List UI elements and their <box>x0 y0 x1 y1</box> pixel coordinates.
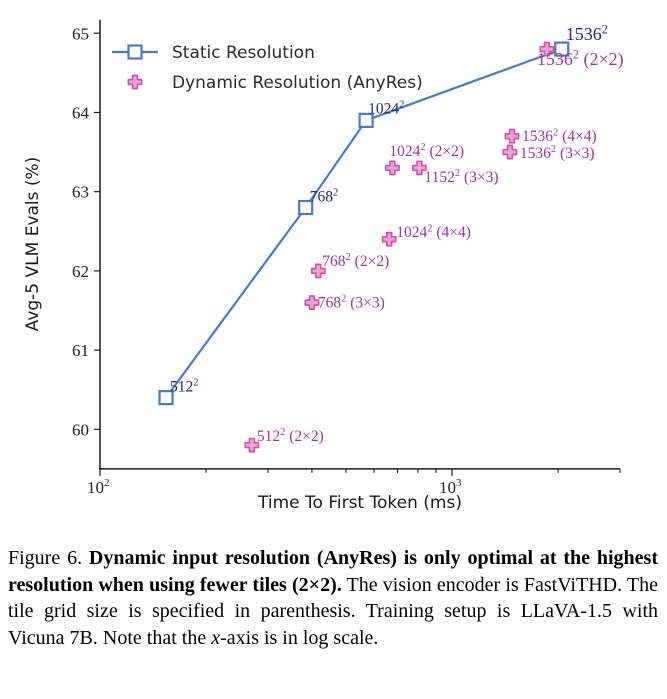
point-dynamic-label-1536-2×2: 15362 (2×2) <box>537 47 624 70</box>
figure-caption: Figure 6. Dynamic input resolution (AnyR… <box>0 533 667 651</box>
label-superscript: 2 <box>399 100 404 111</box>
label-resolution: 1536 <box>520 145 551 162</box>
y-tick-label: 64 <box>72 103 90 122</box>
label-superscript: 2 <box>553 127 558 138</box>
point-dynamic-1152-3×3 <box>411 160 427 176</box>
label-resolution: 1152 <box>424 169 454 186</box>
label-superscript: 2 <box>455 168 460 179</box>
label-resolution: 1024 <box>389 143 420 160</box>
y-tick-label: 61 <box>72 341 89 360</box>
label-tiles: (2×2) <box>351 253 389 270</box>
point-dynamic-512-2×2 <box>244 437 260 453</box>
label-tiles: (4×4) <box>558 128 596 145</box>
point-dynamic-1536-3×3 <box>502 144 518 160</box>
caption-figure-label: Figure 6. <box>8 547 89 569</box>
label-superscript: 2 <box>420 142 425 153</box>
label-tiles: (2×2) <box>426 143 464 160</box>
x-tick-base: 10 <box>439 478 456 497</box>
label-resolution: 512 <box>257 428 280 445</box>
x-tick-exponent: 2 <box>104 477 110 489</box>
label-tiles: (2×2) <box>579 49 624 70</box>
label-tiles: (3×3) <box>346 295 384 312</box>
y-axis-title: Avg-5 VLM Evals (%) <box>23 157 43 332</box>
point-dynamic-label-768-3×3: 7682 (3×3) <box>318 294 385 312</box>
point-dynamic-label-1024-2×2: 10242 (2×2) <box>389 142 464 160</box>
label-tiles: (3×3) <box>556 145 594 162</box>
x-tick-exponent: 3 <box>456 477 462 489</box>
label-superscript: 2 <box>193 378 198 389</box>
point-static-label-768: 7682 <box>310 188 339 206</box>
figure-6: 60 61 62 63 64 65 102 103 Time To First Token (m… <box>0 19 667 651</box>
point-static-label-512: 5122 <box>170 378 199 396</box>
label-superscript: 2 <box>602 22 608 36</box>
point-dynamic-label-512-2×2: 5122 (2×2) <box>257 427 324 445</box>
point-dynamic-1024-2×2 <box>384 160 400 176</box>
x-tick-label: 102 <box>87 477 110 497</box>
legend-dynamic-plus-marker <box>127 74 143 90</box>
caption-bold-claim: Dynamic input resolution (AnyRes) is onl… <box>8 547 659 596</box>
point-dynamic-768-2×2 <box>310 263 326 279</box>
label-resolution: 1024 <box>396 224 427 241</box>
label-tiles: (3×3) <box>460 169 498 186</box>
label-superscript: 2 <box>341 294 346 305</box>
label-superscript: 2 <box>280 427 285 438</box>
label-superscript: 2 <box>573 47 579 61</box>
label-resolution: 1536 <box>566 24 602 44</box>
label-resolution: 768 <box>322 253 346 270</box>
point-dynamic-1536-2×2 <box>539 41 555 57</box>
label-superscript: 2 <box>333 188 338 199</box>
label-resolution: 1024 <box>368 100 399 117</box>
label-tiles: (2×2) <box>285 428 323 445</box>
label-superscript: 2 <box>427 223 432 234</box>
caption-body: The vision encoder is FastViTHD. The til… <box>8 573 658 649</box>
point-dynamic-label-1152-3×3: 11522 (3×3) <box>424 168 498 186</box>
caption-body-end: -axis is in log scale. <box>220 626 379 649</box>
point-static-label-1024: 10242 <box>368 100 404 118</box>
point-static-768 <box>298 199 314 216</box>
label-tiles: (4×4) <box>432 224 470 241</box>
point-static-label-1536: 15362 <box>566 22 608 44</box>
point-static-512 <box>158 390 174 406</box>
label-superscript: 2 <box>551 144 556 155</box>
point-static-1536 <box>554 41 570 57</box>
label-resolution: 1536 <box>537 49 573 69</box>
legend-static-square-marker <box>127 44 143 60</box>
legend-label-dynamic: Dynamic Resolution (AnyRes) <box>172 73 423 93</box>
static-resolution-line <box>165 48 563 399</box>
point-static-1024 <box>358 112 374 128</box>
point-dynamic-label-1536-3×3: 15362 (3×3) <box>520 144 595 162</box>
point-dynamic-768-3×3 <box>304 295 320 311</box>
x-axis-title: Time To First Token (ms) <box>257 493 462 513</box>
y-tick-label: 63 <box>72 183 89 202</box>
label-resolution: 512 <box>170 379 193 396</box>
point-dynamic-1024-4×4 <box>381 231 397 247</box>
y-tick-label: 60 <box>72 420 89 439</box>
y-tick-label: 65 <box>72 24 89 43</box>
legend-label-static: Static Resolution <box>172 43 315 63</box>
point-dynamic-1536-4×4 <box>504 128 520 144</box>
x-tick-label: 103 <box>439 477 462 497</box>
point-dynamic-label-768-2×2: 7682 (2×2) <box>322 252 389 270</box>
point-dynamic-label-1024-4×4: 10242 (4×4) <box>396 223 471 241</box>
label-superscript: 2 <box>346 252 351 263</box>
y-tick-label: 62 <box>72 262 89 281</box>
x-tick-base: 10 <box>87 478 104 497</box>
label-resolution: 768 <box>318 295 342 312</box>
label-resolution: 1536 <box>522 128 553 145</box>
point-dynamic-label-1536-4×4: 15362 (4×4) <box>522 127 597 145</box>
caption-italic-x: x <box>211 626 221 649</box>
label-resolution: 768 <box>310 189 334 206</box>
